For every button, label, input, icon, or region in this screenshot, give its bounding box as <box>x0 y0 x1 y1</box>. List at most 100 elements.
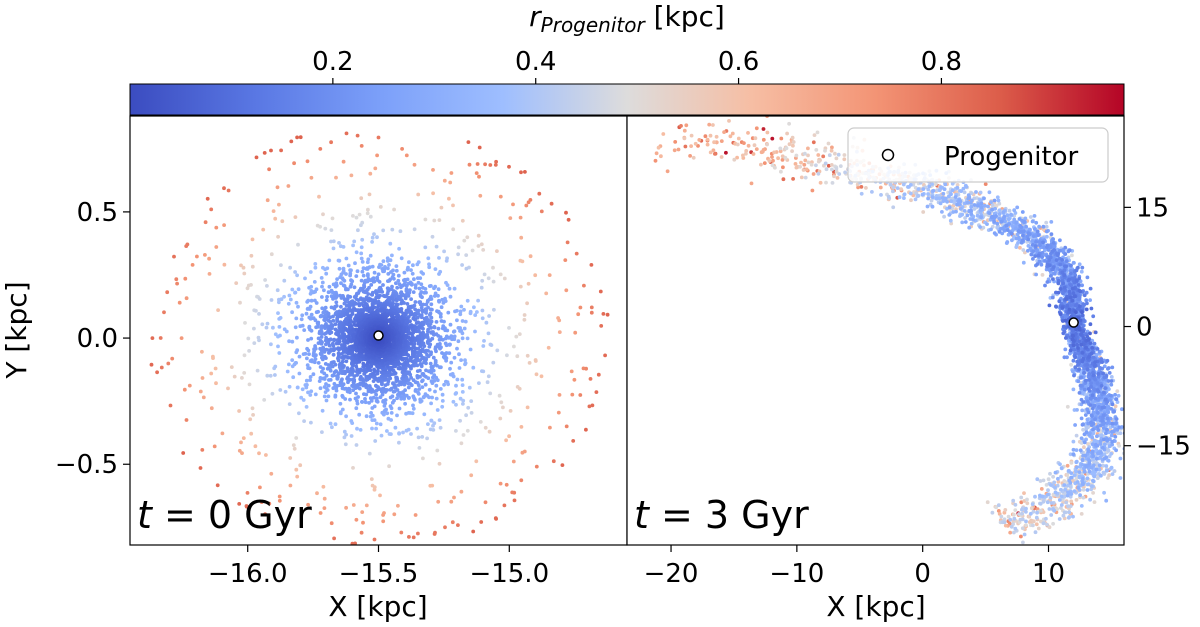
star-point <box>411 535 416 540</box>
star-point <box>598 289 603 294</box>
star-point <box>317 379 322 383</box>
star-point <box>440 326 445 331</box>
star-point <box>250 406 255 411</box>
star-point <box>491 279 496 284</box>
star-point <box>451 399 456 404</box>
star-point <box>323 313 328 318</box>
star-point <box>177 300 182 305</box>
star-point <box>309 298 314 303</box>
star-point <box>379 370 384 375</box>
star-point <box>1038 508 1043 513</box>
star-point <box>512 344 516 349</box>
star-point <box>352 547 356 551</box>
star-point <box>214 245 219 249</box>
panel-left-progenitor-group <box>373 330 384 341</box>
star-point <box>354 391 358 396</box>
star-point <box>834 156 839 161</box>
star-point <box>785 131 789 136</box>
star-point <box>394 375 398 380</box>
star-point <box>373 166 378 171</box>
star-point <box>337 266 342 271</box>
star-point <box>324 298 329 302</box>
star-point <box>443 341 448 346</box>
star-point <box>287 402 292 406</box>
star-point <box>424 368 428 373</box>
star-point <box>438 387 443 391</box>
star-point <box>455 377 460 382</box>
star-point <box>378 205 383 209</box>
star-point <box>150 336 155 340</box>
colorbar-tick-label: 0.8 <box>921 47 962 77</box>
star-point <box>791 177 795 181</box>
star-point <box>257 338 261 343</box>
star-point <box>359 374 363 379</box>
star-point <box>424 302 429 307</box>
star-point <box>344 131 349 136</box>
star-point <box>779 169 783 174</box>
star-point <box>293 325 298 330</box>
star-point <box>589 263 594 267</box>
star-point <box>267 167 271 172</box>
star-point <box>361 380 366 385</box>
star-point <box>1025 501 1030 506</box>
star-point <box>466 405 471 410</box>
star-point <box>830 145 834 150</box>
star-point <box>469 473 474 478</box>
star-point <box>361 303 366 308</box>
star-point <box>413 283 418 287</box>
star-point <box>416 435 421 440</box>
star-point <box>656 145 661 150</box>
star-point <box>746 143 751 148</box>
star-point <box>168 403 173 408</box>
star-point <box>456 252 460 257</box>
star-point <box>356 298 361 302</box>
star-point <box>315 491 319 496</box>
star-point <box>376 309 380 314</box>
star-point <box>331 318 336 323</box>
star-point <box>264 453 268 457</box>
star-point <box>254 155 259 160</box>
star-point <box>305 356 309 361</box>
star-point <box>375 305 380 310</box>
star-point <box>442 249 446 254</box>
star-point <box>387 432 392 436</box>
star-point <box>464 253 469 257</box>
star-point <box>502 276 507 281</box>
star-point <box>437 418 442 422</box>
star-point <box>329 140 333 145</box>
star-point <box>476 298 480 303</box>
star-point <box>994 203 999 208</box>
star-point <box>479 520 484 524</box>
star-point <box>334 300 339 305</box>
star-point <box>323 226 328 231</box>
star-point <box>452 355 457 360</box>
star-point <box>829 163 834 167</box>
star-point <box>394 264 399 268</box>
star-point <box>1021 248 1026 252</box>
star-point <box>448 322 453 327</box>
star-point <box>462 326 467 331</box>
star-point <box>418 362 423 366</box>
star-point <box>277 494 282 499</box>
star-point <box>330 425 334 430</box>
star-point <box>441 355 446 359</box>
star-point <box>812 133 817 138</box>
star-point <box>368 214 373 219</box>
star-point <box>462 238 467 243</box>
star-point <box>480 308 485 313</box>
star-point <box>752 143 757 148</box>
star-point <box>437 272 441 276</box>
star-point <box>401 311 406 316</box>
star-point <box>821 154 826 159</box>
star-point <box>430 395 434 400</box>
x-tick-label: −15.0 <box>469 559 549 589</box>
star-point <box>556 316 560 320</box>
star-point <box>319 335 324 339</box>
star-point <box>520 450 525 455</box>
star-point <box>462 307 466 312</box>
star-point <box>317 194 321 199</box>
star-point <box>365 260 370 265</box>
star-point <box>377 280 382 284</box>
star-point <box>325 266 330 271</box>
star-point <box>396 503 400 508</box>
